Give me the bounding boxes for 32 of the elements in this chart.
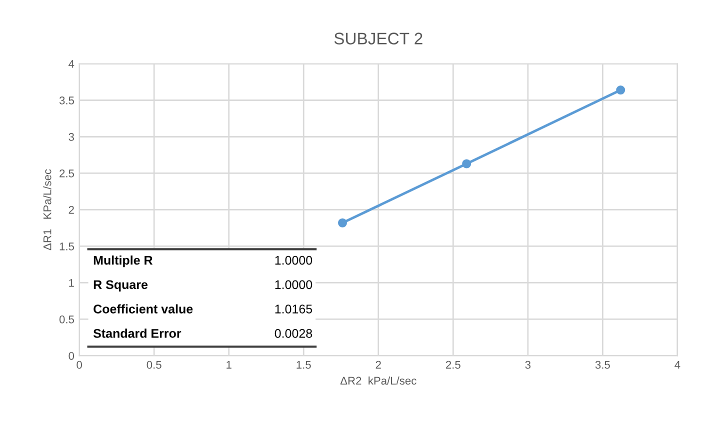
annotation: 1.0000 [275,280,312,290]
x-tick-label: 2 [376,360,381,369]
annotation: 1.0165 [275,304,312,314]
y-axis-title: ΔR1 KPa/L/sec [43,169,52,250]
y-tick-label: 1 [69,279,74,287]
x-tick-label: 4 [674,360,680,369]
annotation: Multiple R [94,256,153,268]
y-tick-label: 0.5 [59,315,74,324]
chart-title: SUBJECT 2 [334,32,422,44]
x-tick-label: 0.5 [146,360,162,369]
point [338,218,348,228]
point [462,159,472,168]
annotation: 0.0028 [274,328,312,338]
x-tick-label: 1.5 [296,360,311,369]
y-tick-label: 4 [68,60,74,68]
x-tick-label: 3.5 [595,360,610,369]
x-tick-label: 0 [76,360,82,369]
y-tick-label: 2 [68,206,74,214]
annotation: 1.0000 [275,256,312,265]
y-tick-label: 3 [68,133,74,141]
point [616,86,626,95]
x-tick-label: 1 [226,360,232,369]
y-tick-label: 3.5 [59,96,74,104]
y-tick-label: 0 [68,352,74,360]
y-tick-label: 2.5 [60,170,74,178]
annotation: Standard Error [93,328,182,338]
x-tick-label: 2.5 [446,360,460,369]
annotation: R Square [94,280,148,292]
x-tick-label: 3 [525,360,531,369]
y-tick-label: 1.5 [60,242,74,250]
x-axis-title: ΔR2 kPa/L/sec [340,376,416,385]
annotation: Coefficient value [94,304,193,314]
